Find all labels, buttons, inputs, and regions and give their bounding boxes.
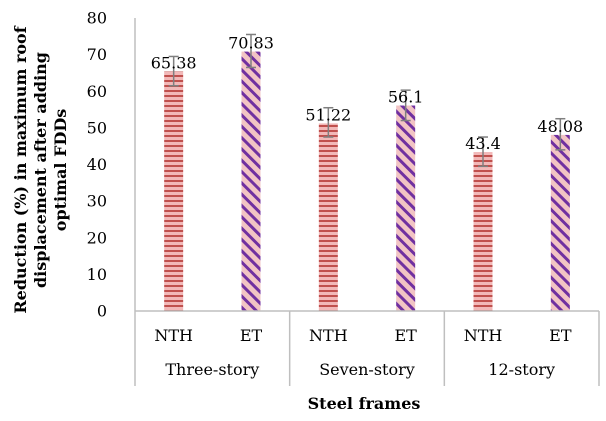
bar-12-story-et [550,134,570,311]
y-tick-label: 80 [87,9,107,28]
bars: 65.38 70.83 51.22 56.1 43.4 48.08 [151,34,583,312]
x-category-label: NTH [309,326,348,345]
axes [134,18,600,386]
data-label: 70.83 [228,34,274,53]
bar-12-story-nth [473,152,493,311]
x-axis-categories: NTH ET Three-story NTH ET Seven-story NTH ET 12-… [154,326,571,379]
y-tick-label: 20 [87,228,107,247]
data-label: 56.1 [388,88,424,107]
y-axis-title-line-2: displacement after adding [31,52,50,288]
x-category-label: NTH [464,326,503,345]
data-label: 43.4 [465,134,501,153]
y-axis-title: Reduction (%) in maximum roof displaceme… [11,25,70,313]
y-tick-label: 10 [87,265,107,284]
y-axis-title-line-1: Reduction (%) in maximum roof [11,25,30,313]
y-tick-label: 40 [87,155,107,174]
y-tick-label: 30 [87,192,107,211]
x-category-label: ET [240,326,263,345]
x-group-label: Three-story [165,360,259,379]
y-tick-label: 70 [87,45,107,64]
data-label: 65.38 [151,54,197,73]
y-axis-ticks: 0 10 20 30 40 50 60 70 80 [87,9,107,321]
y-tick-label: 0 [97,302,107,321]
bar-three-story-nth [164,71,184,312]
data-label: 48.08 [537,117,583,136]
x-group-label: 12-story [488,360,555,379]
x-category-label: ET [394,326,417,345]
x-category-label: ET [549,326,572,345]
x-category-label: NTH [154,326,193,345]
y-tick-label: 50 [87,118,107,137]
y-axis-title-line-3: optimal FDDs [51,109,70,231]
x-axis-title: Steel frames [308,394,421,413]
x-group-label: Seven-story [319,360,415,379]
bar-seven-story-nth [318,123,338,311]
bar-three-story-et [241,51,261,312]
bar-seven-story-et [396,105,416,311]
data-label: 51.22 [305,105,351,124]
y-tick-label: 60 [87,82,107,101]
